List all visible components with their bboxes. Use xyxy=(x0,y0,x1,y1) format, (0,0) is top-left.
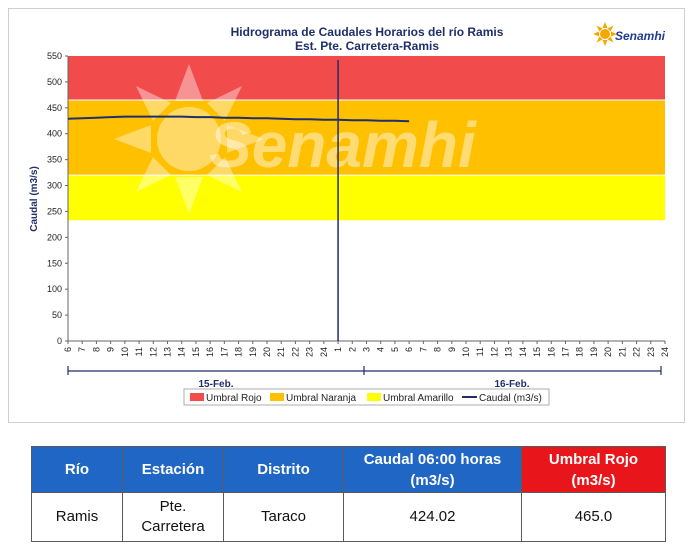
day-label-1: 15-Feb. xyxy=(198,379,233,390)
y-tick-label: 0 xyxy=(57,336,62,346)
x-tick-label: 10 xyxy=(120,347,130,357)
cell-umbral-rojo: 465.0 xyxy=(521,492,666,542)
x-tick-label: 13 xyxy=(163,347,173,357)
x-tick-label: 6 xyxy=(63,347,73,352)
sun-logo-icon xyxy=(593,22,617,46)
day-label-2: 16-Feb. xyxy=(494,379,529,390)
x-tick-label: 9 xyxy=(106,347,116,352)
y-tick-label: 450 xyxy=(47,103,62,113)
x-tick-label: 15 xyxy=(191,347,201,357)
threshold-band-0 xyxy=(68,56,665,101)
x-tick-label: 5 xyxy=(390,347,400,352)
legend-swatch-naranja xyxy=(270,393,284,401)
x-tick-label: 7 xyxy=(77,347,87,352)
legend: Umbral Rojo Umbral Naranja Umbral Amaril… xyxy=(183,388,550,406)
y-tick-label: 100 xyxy=(47,284,62,294)
x-tick-label: 2 xyxy=(347,347,357,352)
header-distrito: Distrito xyxy=(223,446,344,493)
header-estacion: Estación xyxy=(122,446,224,493)
x-tick-label: 23 xyxy=(305,347,315,357)
x-tick-label: 9 xyxy=(447,347,457,352)
x-tick-label: 15 xyxy=(532,347,542,357)
y-tick-label: 500 xyxy=(47,77,62,87)
legend-label-naranja: Umbral Naranja xyxy=(286,393,356,404)
legend-label-caudal: Caudal (m3/s) xyxy=(479,393,542,404)
y-tick-label: 300 xyxy=(47,181,62,191)
y-tick-label: 550 xyxy=(47,51,62,61)
legend-label-amarillo: Umbral Amarillo xyxy=(383,393,454,404)
x-tick-label: 12 xyxy=(148,347,158,357)
x-tick-label: 20 xyxy=(262,347,272,357)
x-tick-label: 18 xyxy=(234,347,244,357)
y-tick-label: 350 xyxy=(47,155,62,165)
x-tick-label: 22 xyxy=(290,347,300,357)
x-tick-label: 7 xyxy=(418,347,428,352)
x-tick-label: 21 xyxy=(276,347,286,357)
chart-subtitle: Est. Pte. Carretera-Ramis xyxy=(295,39,439,53)
header-rio: Río xyxy=(31,446,123,493)
x-tick-label: 8 xyxy=(91,347,101,352)
logo-text: Senamhi xyxy=(615,29,666,43)
legend-label-rojo: Umbral Rojo xyxy=(206,393,262,404)
x-tick-label: 24 xyxy=(319,347,329,357)
chart-frame: Senamhi 0 50 100 150 200 250 300 350 400 450 500 55… xyxy=(8,8,685,423)
table-row: Ramis Pte. Carretera Taraco 424.02 465.0 xyxy=(31,492,666,542)
x-tick-label: 11 xyxy=(134,347,144,356)
x-tick-label: 17 xyxy=(219,347,229,357)
x-tick-label: 18 xyxy=(575,347,585,357)
x-tick-label: 10 xyxy=(461,347,471,357)
cell-distrito: Taraco xyxy=(223,492,344,542)
y-tick-label: 400 xyxy=(47,129,62,139)
x-tick-label: 21 xyxy=(617,347,627,357)
legend-swatch-amarillo xyxy=(367,393,381,401)
cell-rio: Ramis xyxy=(31,492,123,542)
x-tick-label: 19 xyxy=(248,347,258,357)
hydrograph-chart: Senamhi 05010015020025030035040045050055… xyxy=(29,22,670,406)
x-tick-label: 19 xyxy=(589,347,599,357)
y-tick-label: 200 xyxy=(47,232,62,242)
watermark-text: Senamhi xyxy=(209,109,477,181)
x-tick-label: 22 xyxy=(632,347,642,357)
cell-caudal: 424.02 xyxy=(343,492,522,542)
y-axis-label: Caudal (m3/s) xyxy=(29,166,40,232)
summary-table: Río Estación Distrito Caudal 06:00 horas… xyxy=(31,446,666,542)
x-tick-label: 17 xyxy=(561,347,571,357)
chart-title: Hidrograma de Caudales Horarios del río … xyxy=(231,25,504,39)
table-header-row: Río Estación Distrito Caudal 06:00 horas… xyxy=(31,446,666,493)
threshold-band-1 xyxy=(68,100,665,176)
x-tick-label: 23 xyxy=(646,347,656,357)
y-tick-label: 150 xyxy=(47,258,62,268)
senamhi-logo: Senamhi xyxy=(593,22,666,46)
x-tick-label: 1 xyxy=(333,347,343,352)
x-tick-label: 16 xyxy=(205,347,215,357)
y-tick-label: 250 xyxy=(47,206,62,216)
x-tick-label: 16 xyxy=(546,347,556,357)
x-tick-label: 13 xyxy=(504,347,514,357)
x-tick-label: 3 xyxy=(362,347,372,352)
senamhi-watermark: Senamhi xyxy=(114,64,477,214)
series-line-0 xyxy=(67,115,410,123)
header-caudal: Caudal 06:00 horas (m3/s) xyxy=(343,446,522,493)
header-umbral-rojo: Umbral Rojo (m3/s) xyxy=(521,446,666,493)
legend-swatch-rojo xyxy=(190,393,204,401)
x-tick-label: 8 xyxy=(433,347,443,352)
x-tick-label: 4 xyxy=(376,347,386,352)
cell-estacion: Pte. Carretera xyxy=(122,492,224,542)
threshold-band-2 xyxy=(68,175,665,221)
x-tick-label: 20 xyxy=(603,347,613,357)
x-tick-label: 14 xyxy=(177,347,187,357)
x-tick-label: 24 xyxy=(660,347,670,357)
x-tick-label: 14 xyxy=(518,347,528,357)
x-tick-label: 11 xyxy=(475,347,485,356)
x-tick-label: 6 xyxy=(404,347,414,352)
y-tick-label: 50 xyxy=(52,310,62,320)
x-tick-label: 12 xyxy=(489,347,499,357)
